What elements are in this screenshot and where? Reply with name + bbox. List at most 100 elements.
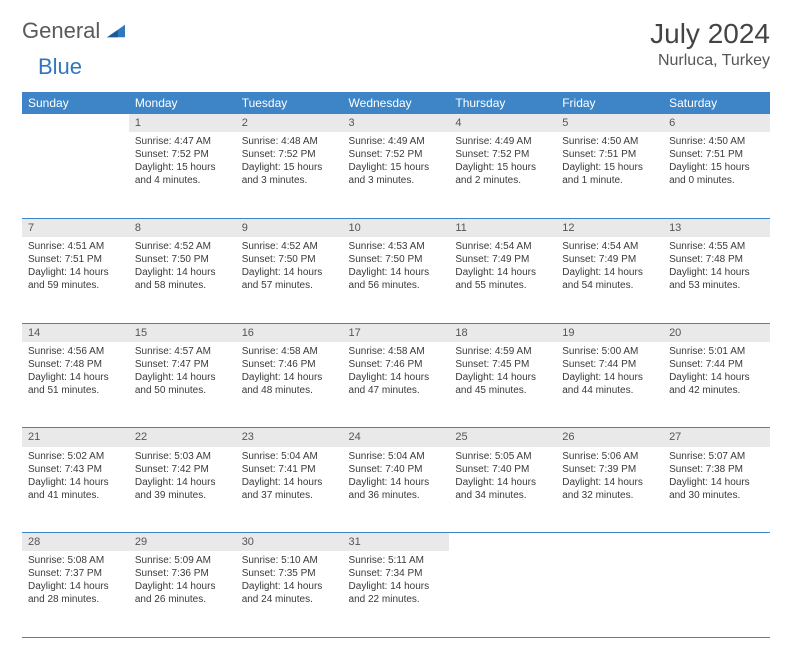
day-number-cell: 28	[22, 533, 129, 552]
day-cell: Sunrise: 5:04 AMSunset: 7:41 PMDaylight:…	[236, 447, 343, 533]
sunrise-line: Sunrise: 4:50 AM	[562, 135, 657, 148]
sunrise-line: Sunrise: 5:09 AM	[135, 554, 230, 567]
day-details: Sunrise: 4:52 AMSunset: 7:50 PMDaylight:…	[135, 240, 230, 292]
day-cell: Sunrise: 4:54 AMSunset: 7:49 PMDaylight:…	[449, 237, 556, 323]
daylight-line: Daylight: 15 hours and 1 minute.	[562, 161, 657, 187]
day-cell: Sunrise: 5:10 AMSunset: 7:35 PMDaylight:…	[236, 551, 343, 637]
daylight-line: Daylight: 14 hours and 36 minutes.	[349, 476, 444, 502]
day-number-cell	[663, 533, 770, 552]
day-content-row: Sunrise: 5:02 AMSunset: 7:43 PMDaylight:…	[22, 447, 770, 533]
day-cell	[556, 551, 663, 637]
daylight-line: Daylight: 14 hours and 24 minutes.	[242, 580, 337, 606]
weekday-header: Saturday	[663, 92, 770, 114]
day-cell	[449, 551, 556, 637]
sunset-line: Sunset: 7:51 PM	[669, 148, 764, 161]
day-cell: Sunrise: 4:55 AMSunset: 7:48 PMDaylight:…	[663, 237, 770, 323]
sunset-line: Sunset: 7:48 PM	[669, 253, 764, 266]
month-title: July 2024	[650, 18, 770, 50]
daylight-line: Daylight: 14 hours and 41 minutes.	[28, 476, 123, 502]
day-details: Sunrise: 4:56 AMSunset: 7:48 PMDaylight:…	[28, 345, 123, 397]
sunrise-line: Sunrise: 5:06 AM	[562, 450, 657, 463]
sunrise-line: Sunrise: 5:08 AM	[28, 554, 123, 567]
day-cell: Sunrise: 5:11 AMSunset: 7:34 PMDaylight:…	[343, 551, 450, 637]
day-cell: Sunrise: 5:07 AMSunset: 7:38 PMDaylight:…	[663, 447, 770, 533]
sunrise-line: Sunrise: 4:56 AM	[28, 345, 123, 358]
sunset-line: Sunset: 7:49 PM	[562, 253, 657, 266]
sunset-line: Sunset: 7:37 PM	[28, 567, 123, 580]
day-cell: Sunrise: 5:01 AMSunset: 7:44 PMDaylight:…	[663, 342, 770, 428]
daylight-line: Daylight: 15 hours and 3 minutes.	[242, 161, 337, 187]
day-number-cell: 7	[22, 218, 129, 237]
day-cell: Sunrise: 4:52 AMSunset: 7:50 PMDaylight:…	[236, 237, 343, 323]
sunrise-line: Sunrise: 5:02 AM	[28, 450, 123, 463]
day-number-cell	[449, 533, 556, 552]
daynum-row: 78910111213	[22, 218, 770, 237]
sunrise-line: Sunrise: 4:53 AM	[349, 240, 444, 253]
weekday-header: Friday	[556, 92, 663, 114]
sunrise-line: Sunrise: 4:58 AM	[349, 345, 444, 358]
daylight-line: Daylight: 14 hours and 57 minutes.	[242, 266, 337, 292]
day-cell: Sunrise: 4:59 AMSunset: 7:45 PMDaylight:…	[449, 342, 556, 428]
logo-text-2: Blue	[38, 54, 82, 79]
day-cell: Sunrise: 4:50 AMSunset: 7:51 PMDaylight:…	[556, 132, 663, 218]
day-cell: Sunrise: 5:08 AMSunset: 7:37 PMDaylight:…	[22, 551, 129, 637]
day-details: Sunrise: 4:50 AMSunset: 7:51 PMDaylight:…	[562, 135, 657, 187]
day-number-cell: 5	[556, 114, 663, 132]
day-number-cell: 12	[556, 218, 663, 237]
day-number-cell: 31	[343, 533, 450, 552]
day-number-cell: 4	[449, 114, 556, 132]
daylight-line: Daylight: 14 hours and 56 minutes.	[349, 266, 444, 292]
daylight-line: Daylight: 14 hours and 32 minutes.	[562, 476, 657, 502]
day-details: Sunrise: 5:04 AMSunset: 7:41 PMDaylight:…	[242, 450, 337, 502]
day-details: Sunrise: 4:48 AMSunset: 7:52 PMDaylight:…	[242, 135, 337, 187]
sunset-line: Sunset: 7:45 PM	[455, 358, 550, 371]
day-number-cell: 14	[22, 323, 129, 342]
day-details: Sunrise: 4:58 AMSunset: 7:46 PMDaylight:…	[349, 345, 444, 397]
day-details: Sunrise: 4:53 AMSunset: 7:50 PMDaylight:…	[349, 240, 444, 292]
daynum-row: 21222324252627	[22, 428, 770, 447]
day-cell: Sunrise: 4:52 AMSunset: 7:50 PMDaylight:…	[129, 237, 236, 323]
day-number-cell: 25	[449, 428, 556, 447]
daylight-line: Daylight: 14 hours and 55 minutes.	[455, 266, 550, 292]
day-cell: Sunrise: 5:09 AMSunset: 7:36 PMDaylight:…	[129, 551, 236, 637]
daylight-line: Daylight: 14 hours and 54 minutes.	[562, 266, 657, 292]
sunset-line: Sunset: 7:46 PM	[349, 358, 444, 371]
sunset-line: Sunset: 7:47 PM	[135, 358, 230, 371]
day-content-row: Sunrise: 4:56 AMSunset: 7:48 PMDaylight:…	[22, 342, 770, 428]
day-number-cell: 13	[663, 218, 770, 237]
day-cell: Sunrise: 4:54 AMSunset: 7:49 PMDaylight:…	[556, 237, 663, 323]
day-cell: Sunrise: 5:00 AMSunset: 7:44 PMDaylight:…	[556, 342, 663, 428]
daylight-line: Daylight: 14 hours and 50 minutes.	[135, 371, 230, 397]
sunset-line: Sunset: 7:51 PM	[28, 253, 123, 266]
sunset-line: Sunset: 7:38 PM	[669, 463, 764, 476]
sunrise-line: Sunrise: 4:48 AM	[242, 135, 337, 148]
sunrise-line: Sunrise: 4:55 AM	[669, 240, 764, 253]
sunrise-line: Sunrise: 4:50 AM	[669, 135, 764, 148]
day-number-cell: 15	[129, 323, 236, 342]
day-details: Sunrise: 5:07 AMSunset: 7:38 PMDaylight:…	[669, 450, 764, 502]
daylight-line: Daylight: 14 hours and 26 minutes.	[135, 580, 230, 606]
calendar-table: SundayMondayTuesdayWednesdayThursdayFrid…	[22, 92, 770, 638]
daynum-row: 14151617181920	[22, 323, 770, 342]
day-number-cell: 1	[129, 114, 236, 132]
sunrise-line: Sunrise: 4:49 AM	[349, 135, 444, 148]
day-number-cell	[556, 533, 663, 552]
sunrise-line: Sunrise: 4:59 AM	[455, 345, 550, 358]
day-details: Sunrise: 5:04 AMSunset: 7:40 PMDaylight:…	[349, 450, 444, 502]
day-cell: Sunrise: 5:04 AMSunset: 7:40 PMDaylight:…	[343, 447, 450, 533]
sunset-line: Sunset: 7:52 PM	[135, 148, 230, 161]
sunset-line: Sunset: 7:44 PM	[669, 358, 764, 371]
sunrise-line: Sunrise: 5:11 AM	[349, 554, 444, 567]
day-cell: Sunrise: 4:53 AMSunset: 7:50 PMDaylight:…	[343, 237, 450, 323]
day-number-cell: 23	[236, 428, 343, 447]
day-cell: Sunrise: 5:05 AMSunset: 7:40 PMDaylight:…	[449, 447, 556, 533]
daylight-line: Daylight: 15 hours and 2 minutes.	[455, 161, 550, 187]
day-number-cell: 22	[129, 428, 236, 447]
day-number-cell: 3	[343, 114, 450, 132]
logo-text-1: General	[22, 18, 100, 44]
daylight-line: Daylight: 14 hours and 37 minutes.	[242, 476, 337, 502]
sunrise-line: Sunrise: 5:00 AM	[562, 345, 657, 358]
day-details: Sunrise: 4:49 AMSunset: 7:52 PMDaylight:…	[455, 135, 550, 187]
sunrise-line: Sunrise: 4:47 AM	[135, 135, 230, 148]
day-details: Sunrise: 5:05 AMSunset: 7:40 PMDaylight:…	[455, 450, 550, 502]
